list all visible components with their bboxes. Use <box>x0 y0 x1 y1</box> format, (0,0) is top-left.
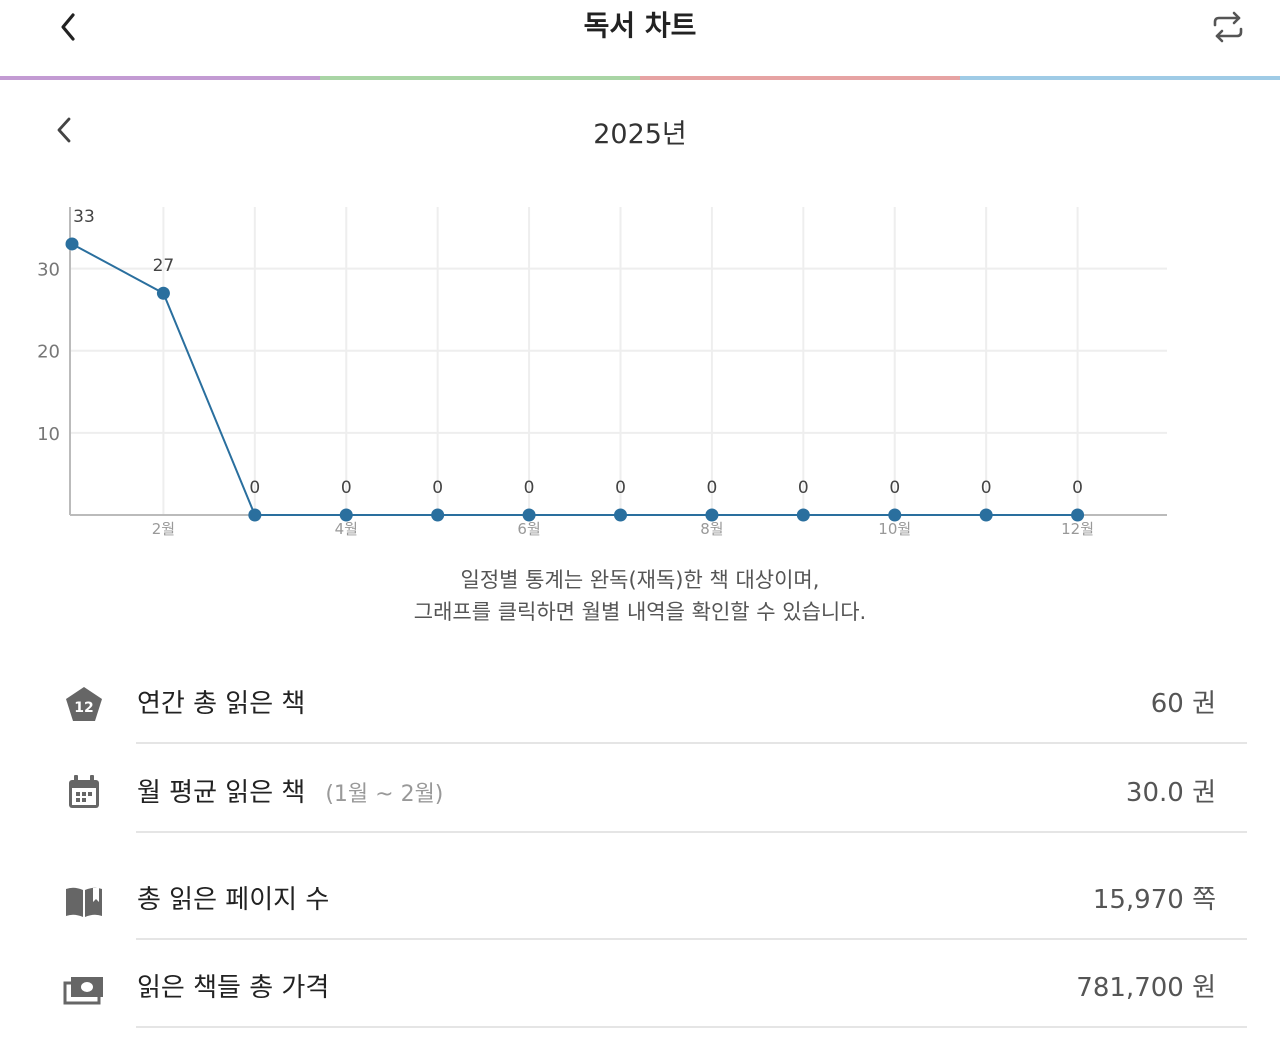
chevron-left-icon <box>61 13 75 41</box>
data-label: 0 <box>889 478 900 498</box>
stat-value: 30.0 권 <box>1125 778 1216 808</box>
data-label: 0 <box>432 478 443 498</box>
data-point <box>796 508 810 522</box>
stat-label: 연간 총 읽은 책 <box>137 689 306 719</box>
data-label: 0 <box>798 478 809 498</box>
stat-row-monthly-average[interactable]: 월 평균 읽은 책 (1월 ~ 2월) 30.0 권 <box>0 749 1280 838</box>
tab-color-1 <box>0 76 320 80</box>
back-button[interactable] <box>48 6 90 48</box>
stat-label: 월 평균 읽은 책 (1월 ~ 2월) <box>137 776 443 812</box>
data-point <box>888 508 902 522</box>
stat-row-total-pages[interactable]: 총 읽은 페이지 수 15,970 쪽 <box>0 856 1280 945</box>
svg-text:12: 12 <box>74 700 93 716</box>
data-label: 0 <box>981 478 992 498</box>
y-tick-label: 10 <box>37 424 60 445</box>
data-label: 0 <box>341 478 352 498</box>
chevron-left-icon <box>57 117 71 143</box>
data-point <box>1071 508 1085 522</box>
monthly-reading-chart[interactable]: 10 20 30 2월 4월 6월 8월 10월 12월 33 27 0 0 0 0 0 0 0 0 0 0 <box>0 195 1280 545</box>
year-label: 2025년 <box>593 119 687 150</box>
tab-color-bar <box>0 76 1280 80</box>
x-tick-label: 8월 <box>700 520 723 538</box>
calendar-icon <box>69 775 99 808</box>
stat-value: 60 권 <box>1150 689 1216 719</box>
chart-note-line-1: 일정별 통계는 완독(재독)한 책 대상이며, <box>460 568 820 592</box>
app-bar: 독서 차트 <box>0 0 1280 76</box>
data-point <box>705 508 719 522</box>
stat-label-text: 월 평균 읽은 책 <box>137 778 306 808</box>
data-label: 33 <box>73 207 95 227</box>
data-label: 0 <box>249 478 260 498</box>
chart-note: 일정별 통계는 완독(재독)한 책 대상이며, 그래프를 클릭하면 월별 내역을… <box>0 564 1280 628</box>
tab-color-4 <box>960 76 1280 80</box>
series-line <box>71 243 1078 516</box>
divider <box>136 742 1247 744</box>
page-title: 독서 차트 <box>583 9 697 42</box>
stat-label: 읽은 책들 총 가격 <box>137 973 330 1003</box>
tab-color-2 <box>320 76 640 80</box>
stat-label: 총 읽은 페이지 수 <box>137 885 330 915</box>
data-point <box>65 237 79 251</box>
data-point <box>979 508 993 522</box>
data-label: 0 <box>615 478 626 498</box>
x-tick-label: 2월 <box>152 520 175 538</box>
open-book-icon <box>66 887 102 917</box>
stat-row-annual-books[interactable]: 12 연간 총 읽은 책 60 권 <box>0 660 1280 749</box>
swap-button[interactable] <box>1206 6 1250 48</box>
previous-year-button[interactable] <box>48 112 82 148</box>
chart-note-line-2: 그래프를 클릭하면 월별 내역을 확인할 수 있습니다. <box>413 600 867 624</box>
data-point <box>339 508 353 522</box>
data-label: 0 <box>524 478 535 498</box>
data-label: 0 <box>1072 478 1083 498</box>
x-tick-label: 10월 <box>878 520 911 538</box>
tab-color-3 <box>640 76 960 80</box>
x-tick-label: 12월 <box>1061 520 1094 538</box>
stat-value: 781,700 원 <box>1076 973 1216 1003</box>
data-label: 0 <box>707 478 718 498</box>
divider <box>136 831 1247 833</box>
data-label: 27 <box>153 256 175 276</box>
x-tick-label: 4월 <box>335 520 358 538</box>
repeat-icon <box>1213 11 1243 43</box>
calendar-12-badge-icon: 12 <box>66 687 102 721</box>
data-point <box>156 286 170 300</box>
data-point <box>248 508 262 522</box>
data-point <box>522 508 536 522</box>
stat-sublabel: (1월 ~ 2월) <box>325 782 444 807</box>
money-icon <box>63 977 103 1005</box>
data-point <box>431 508 445 522</box>
y-tick-label: 20 <box>37 342 60 363</box>
x-tick-label: 6월 <box>517 520 540 538</box>
data-point <box>614 508 627 522</box>
stat-value: 15,970 쪽 <box>1092 885 1216 915</box>
year-navigator: 2025년 <box>0 100 1280 170</box>
y-tick-label: 30 <box>37 260 60 281</box>
divider <box>136 938 1247 940</box>
divider <box>136 1026 1247 1028</box>
stat-row-total-price[interactable]: 읽은 책들 총 가격 781,700 원 <box>0 944 1280 1033</box>
